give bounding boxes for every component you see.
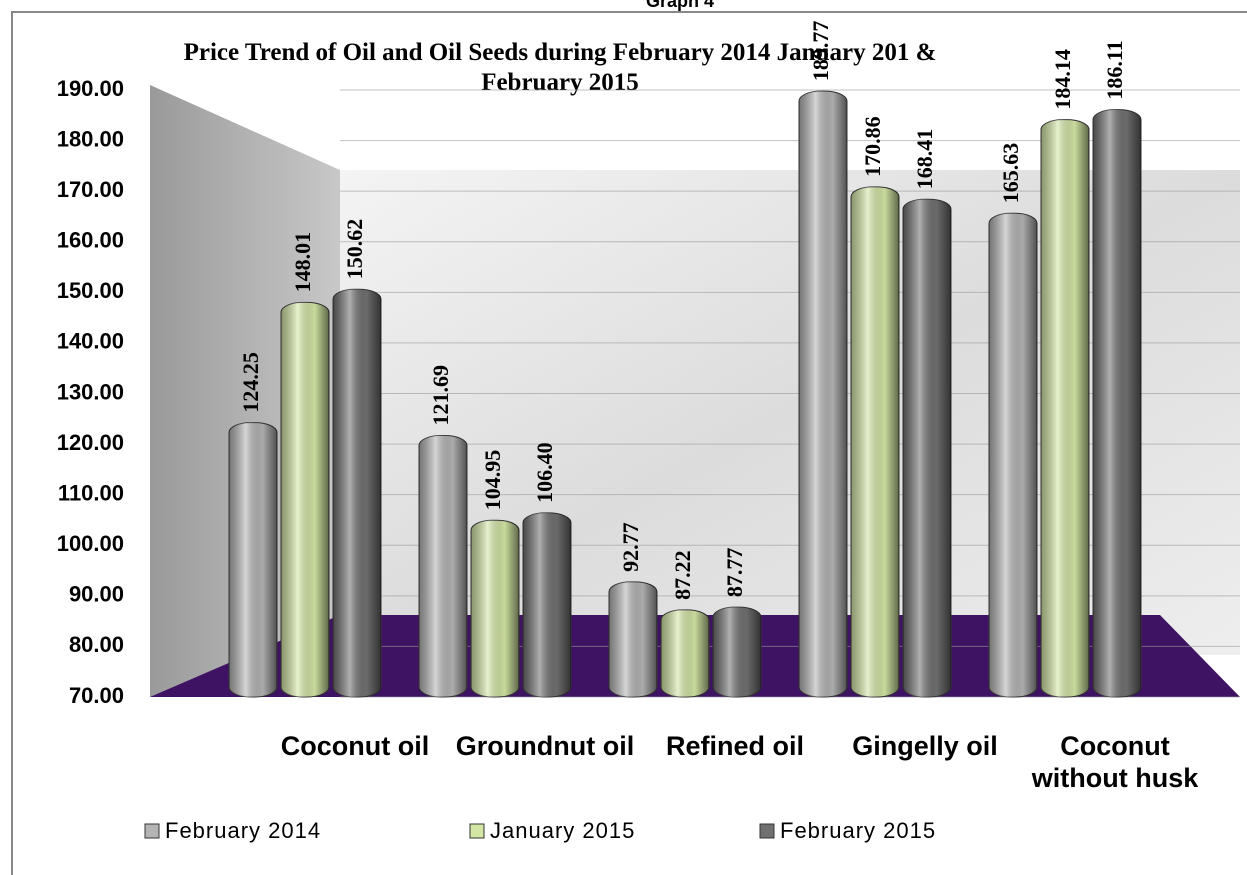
bar-shade (609, 581, 657, 697)
bar-shade (523, 512, 571, 697)
bar-shade (989, 213, 1037, 697)
value-label: 87.22 (670, 550, 695, 600)
bar-shade (1093, 109, 1141, 697)
value-label: 121.69 (428, 365, 453, 426)
bar-shade (1041, 119, 1089, 697)
bar-shade (229, 422, 277, 697)
value-label: 148.01 (290, 232, 315, 293)
legend-swatch (469, 823, 485, 839)
frame (11, 11, 1247, 875)
y-tick-label: 160.00 (57, 228, 124, 253)
value-label: 170.86 (860, 116, 885, 177)
y-tick-label: 170.00 (57, 177, 124, 202)
value-label: 186.11 (1102, 40, 1127, 99)
value-label: 168.41 (912, 129, 937, 190)
y-tick-label: 120.00 (57, 430, 124, 455)
y-tick-label: 190.00 (57, 76, 124, 101)
value-label: 165.63 (998, 143, 1023, 204)
value-label: 92.77 (618, 522, 643, 572)
y-tick-label: 130.00 (57, 379, 124, 404)
y-tick-label: 90.00 (69, 582, 124, 607)
bar-shade (419, 435, 467, 697)
x-tick-label: Groundnut oil (455, 731, 635, 761)
y-tick-label: 140.00 (57, 329, 124, 354)
value-label: 87.77 (722, 548, 747, 598)
bar-shade (903, 199, 951, 697)
legend-label: February 2014 (165, 818, 321, 843)
y-tick-label: 80.00 (69, 632, 124, 657)
y-tick-label: 100.00 (57, 531, 124, 556)
y-tick-label: 150.00 (57, 278, 124, 303)
legend-label: February 2015 (780, 818, 936, 843)
value-label: 189.77 (808, 21, 833, 82)
x-tick-label: Refined oil (665, 731, 804, 761)
legend-swatch (759, 823, 775, 839)
x-tick-label: Gingelly oil (852, 731, 998, 761)
chart-title: Price Trend of Oil and Oil Seeds during … (183, 39, 937, 96)
value-label: 150.62 (342, 219, 367, 280)
bar-shade (333, 289, 381, 697)
value-label: 184.14 (1050, 49, 1075, 110)
value-label: 124.25 (238, 352, 263, 413)
bar-shade (471, 520, 519, 697)
bar-shade (661, 609, 709, 697)
bar-shade (281, 302, 329, 697)
y-tick-label: 180.00 (57, 126, 124, 151)
legend-swatch (144, 823, 160, 839)
bar-shade (799, 91, 847, 698)
legend: February 2014 January 2015 February 2015 (144, 818, 936, 843)
legend-label: January 2015 (490, 818, 635, 843)
bar-shade (851, 186, 899, 697)
value-label: 104.95 (480, 450, 505, 511)
header: Graph 4 (646, 0, 714, 11)
y-tick-label: 110.00 (58, 480, 124, 505)
title-box: Price Trend of Oil and Oil Seeds during … (183, 39, 937, 96)
bar-shade (713, 607, 761, 697)
value-label: 106.40 (532, 442, 557, 503)
x-tick-label: Coconut without husk (1031, 731, 1199, 793)
y-tick-label: 70.00 (69, 683, 124, 708)
x-tick-label: Coconut oil (280, 731, 430, 761)
